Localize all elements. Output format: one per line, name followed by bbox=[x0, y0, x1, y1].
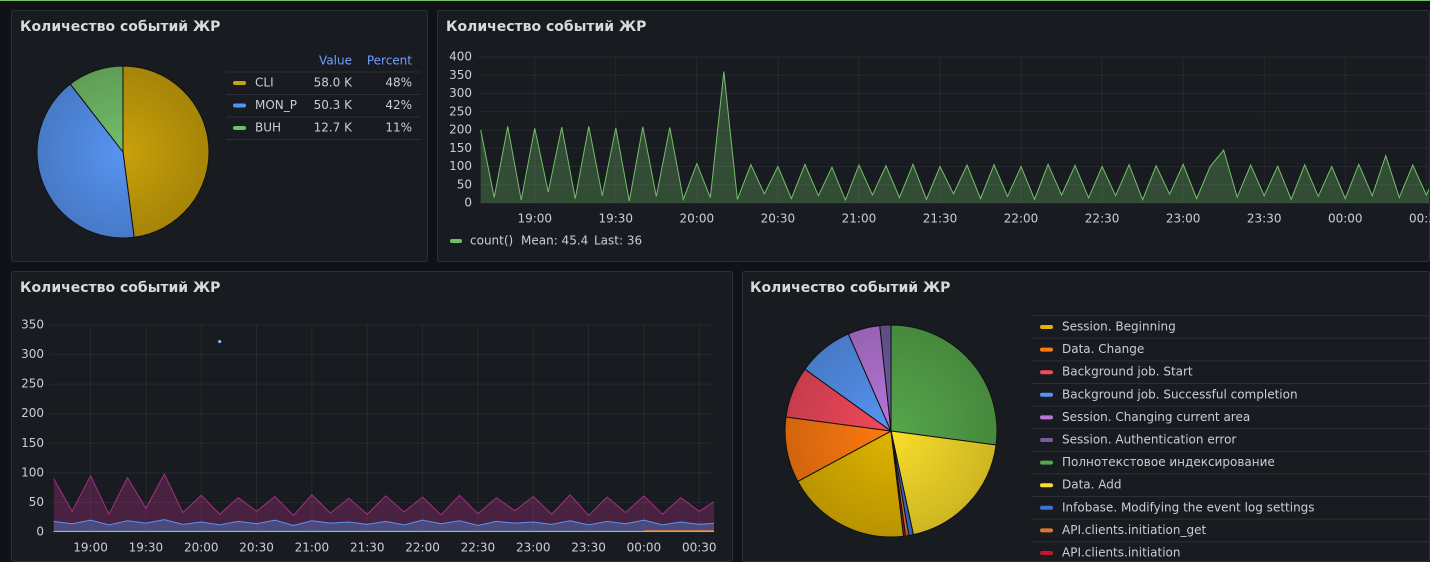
y-tick-label: 300 bbox=[21, 347, 44, 361]
y-tick-label: 100 bbox=[449, 159, 472, 173]
legend-label: Session. Beginning bbox=[1062, 320, 1176, 334]
y-tick-label: 150 bbox=[21, 436, 44, 450]
legend-marker bbox=[1040, 415, 1053, 420]
x-tick-label: 21:30 bbox=[350, 541, 385, 555]
legend-marker bbox=[1040, 438, 1053, 442]
legend-value: 12.7 K bbox=[314, 121, 354, 135]
x-tick-label: 23:30 bbox=[1247, 212, 1282, 226]
y-tick-label: 200 bbox=[449, 123, 472, 137]
line bbox=[480, 71, 1429, 202]
x-tick-label: 00:30 bbox=[1409, 212, 1430, 226]
panel-content: Количество событий ЖР 0 50 100 150 200 250 300 3… bbox=[446, 19, 1430, 248]
legend-label: CLI bbox=[255, 76, 274, 90]
legend-marker bbox=[233, 126, 246, 130]
legend-label: count() bbox=[470, 234, 513, 248]
line bbox=[53, 519, 714, 527]
legend-label: Data. Change bbox=[1062, 342, 1144, 356]
legend-percent: 48% bbox=[385, 76, 412, 90]
legend-percent: 11% bbox=[385, 121, 412, 135]
legend-marker bbox=[450, 239, 462, 243]
plot-area bbox=[53, 339, 714, 532]
x-tick-label: 20:30 bbox=[761, 212, 796, 226]
x-tick-label: 00:30 bbox=[682, 541, 717, 555]
legend-marker bbox=[1040, 505, 1053, 510]
legend-marker bbox=[233, 81, 246, 85]
legend-stat: Mean: 45.4 bbox=[521, 234, 588, 248]
legend-label: BUH bbox=[255, 121, 281, 135]
x-tick-label: 19:00 bbox=[73, 541, 108, 555]
x-tick-label: 22:00 bbox=[1004, 212, 1039, 226]
x-tick-label: 22:00 bbox=[405, 541, 440, 555]
panel-content: Количество событий ЖР 0 50 100 150 200 250 300 3… bbox=[20, 280, 717, 555]
y-tick-label: 50 bbox=[29, 495, 44, 509]
x-tick-label: 19:30 bbox=[598, 212, 633, 226]
column-header: Percent bbox=[367, 54, 412, 68]
legend-label: Session. Changing current area bbox=[1062, 410, 1250, 424]
x-tick-label: 23:00 bbox=[1166, 212, 1201, 226]
x-tick-label: 21:30 bbox=[923, 212, 958, 226]
legend-label: MON_P bbox=[255, 98, 297, 112]
panel-title: Количество событий ЖР bbox=[20, 19, 220, 35]
line bbox=[53, 472, 714, 517]
y-tick-label: 400 bbox=[449, 50, 472, 64]
legend-label: Data. Add bbox=[1062, 478, 1122, 492]
legend-label: Полнотекстовое индексирование bbox=[1062, 455, 1275, 469]
x-tick-label: 00:00 bbox=[1328, 212, 1363, 226]
y-tick-label: 0 bbox=[464, 196, 472, 210]
legend-marker bbox=[1040, 551, 1053, 555]
column-header: Value bbox=[319, 54, 352, 68]
x-tick-label: 21:00 bbox=[842, 212, 877, 226]
panel-title: Количество событий ЖР bbox=[20, 280, 220, 296]
x-tick-label: 23:30 bbox=[571, 541, 606, 555]
x-tick-label: 21:00 bbox=[295, 541, 330, 555]
legend-label: Background job. Successful completion bbox=[1062, 387, 1298, 401]
legend-label: API.clients.initiation bbox=[1062, 546, 1180, 560]
x-tick-label: 00:00 bbox=[627, 541, 662, 555]
legend-label: API.clients.initiation_get bbox=[1062, 523, 1206, 537]
y-tick-label: 250 bbox=[21, 377, 44, 391]
legend-label: Background job. Start bbox=[1062, 365, 1193, 379]
y-tick-label: 350 bbox=[449, 68, 472, 82]
x-tick-label: 20:00 bbox=[680, 212, 715, 226]
plot-area bbox=[480, 71, 1429, 203]
legend-percent: 42% bbox=[385, 98, 412, 112]
legend-value: 58.0 K bbox=[314, 76, 354, 90]
legend-label: Infobase. Modifying the event log settin… bbox=[1062, 500, 1315, 514]
y-tick-label: 250 bbox=[449, 104, 472, 118]
legend-marker bbox=[1040, 392, 1053, 397]
legend-marker bbox=[1040, 460, 1053, 465]
legend-marker bbox=[1040, 528, 1053, 533]
panel-title: Количество событий ЖР bbox=[446, 19, 646, 35]
legend-marker bbox=[1040, 483, 1053, 488]
area bbox=[480, 71, 1429, 203]
y-tick-label: 150 bbox=[449, 141, 472, 155]
y-tick-label: 100 bbox=[21, 465, 44, 479]
legend-marker bbox=[1040, 325, 1053, 329]
legend-label: Session. Authentication error bbox=[1062, 433, 1236, 447]
x-tick-label: 19:00 bbox=[517, 212, 552, 226]
x-tick-label: 22:30 bbox=[461, 541, 496, 555]
area bbox=[53, 474, 714, 532]
legend-marker bbox=[1040, 370, 1053, 375]
x-tick-label: 20:00 bbox=[184, 541, 219, 555]
panel-title: Количество событий ЖР bbox=[750, 280, 950, 296]
point bbox=[218, 339, 222, 344]
area bbox=[53, 519, 714, 532]
legend-value: 50.3 K bbox=[314, 98, 354, 112]
legend-marker bbox=[233, 103, 246, 108]
x-tick-label: 22:30 bbox=[1085, 212, 1120, 226]
y-tick-label: 50 bbox=[457, 177, 472, 191]
x-tick-label: 20:30 bbox=[239, 541, 274, 555]
x-tick-label: 23:00 bbox=[516, 541, 551, 555]
y-tick-label: 350 bbox=[21, 318, 44, 332]
y-tick-label: 200 bbox=[21, 406, 44, 420]
x-tick-label: 19:30 bbox=[129, 541, 164, 555]
y-tick-label: 300 bbox=[449, 86, 472, 100]
legend-marker bbox=[1040, 347, 1053, 352]
legend-stat: Last: 36 bbox=[594, 234, 642, 248]
y-tick-label: 0 bbox=[36, 525, 44, 539]
